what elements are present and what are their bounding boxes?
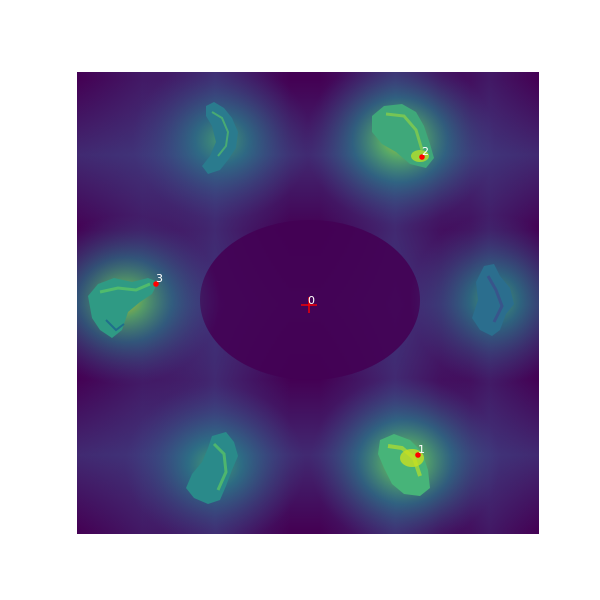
keypoint-1-dot: [415, 452, 421, 458]
keypoint-0: 0: [301, 294, 317, 313]
keypoint-3: 3: [153, 272, 163, 287]
keypoint-2-label: 2: [422, 145, 429, 158]
right-object-silhouette: [472, 264, 514, 336]
top-left-object-silhouette: [202, 102, 238, 174]
keypoint-2-dot: [419, 154, 425, 160]
bottom-left-object-silhouette: [186, 432, 238, 504]
keypoint-1-label: 1: [418, 443, 425, 456]
keypoint-3-label: 3: [156, 272, 163, 285]
keypoint-2: 2: [419, 145, 429, 160]
keypoint-1: 1: [415, 443, 425, 458]
heatmap-area: [77, 72, 539, 534]
keypoint-3-dot: [153, 281, 159, 287]
left-object-silhouette: [88, 278, 158, 338]
keypoint-0-label: 0: [308, 294, 315, 307]
